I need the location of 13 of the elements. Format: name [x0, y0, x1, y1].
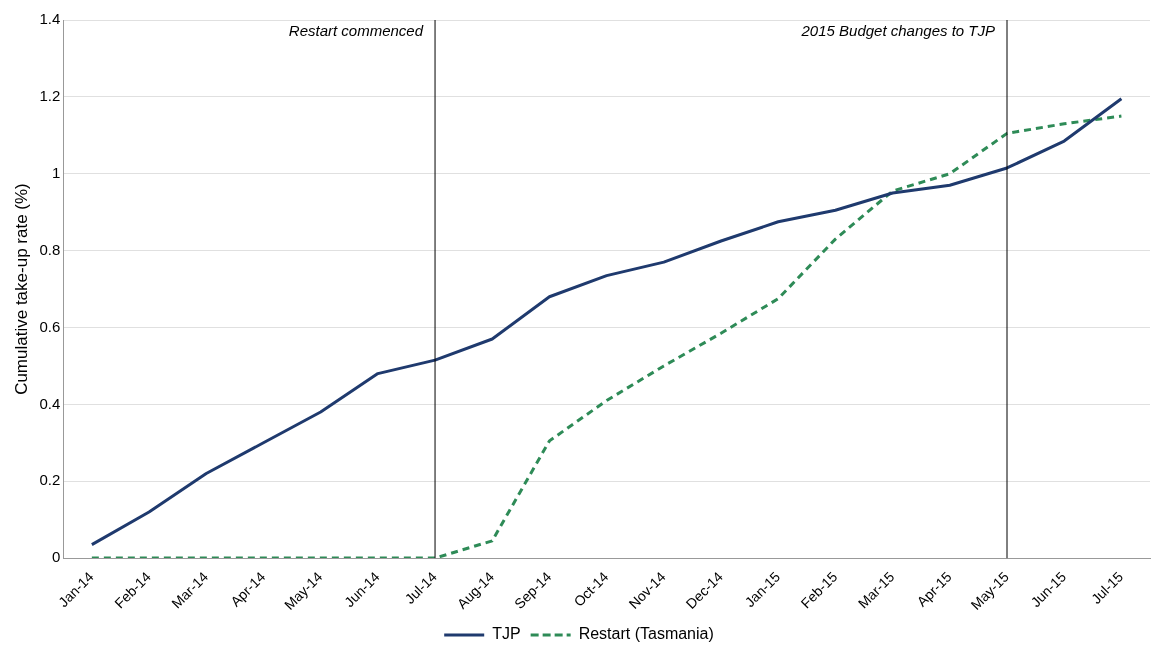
y-axis-title: Cumulative take-up rate (%): [11, 183, 31, 395]
ref-line-label: 2015 Budget changes to TJP: [800, 21, 996, 39]
y-tick-label: 0.6: [39, 317, 61, 335]
y-tick-label: 1.4: [39, 10, 61, 28]
ref-line-label: Restart commenced: [288, 21, 424, 39]
y-tick-label: 0: [51, 548, 61, 566]
y-tick-label: 0.2: [39, 471, 61, 489]
y-tick-label: 1: [51, 163, 61, 181]
y-tick-label: 0.4: [39, 394, 61, 412]
y-tick-label: 1.2: [39, 87, 61, 105]
legend-label: TJP: [492, 625, 521, 643]
y-tick-label: 0.8: [39, 240, 61, 258]
legend-label: Restart (Tasmania): [578, 625, 714, 643]
